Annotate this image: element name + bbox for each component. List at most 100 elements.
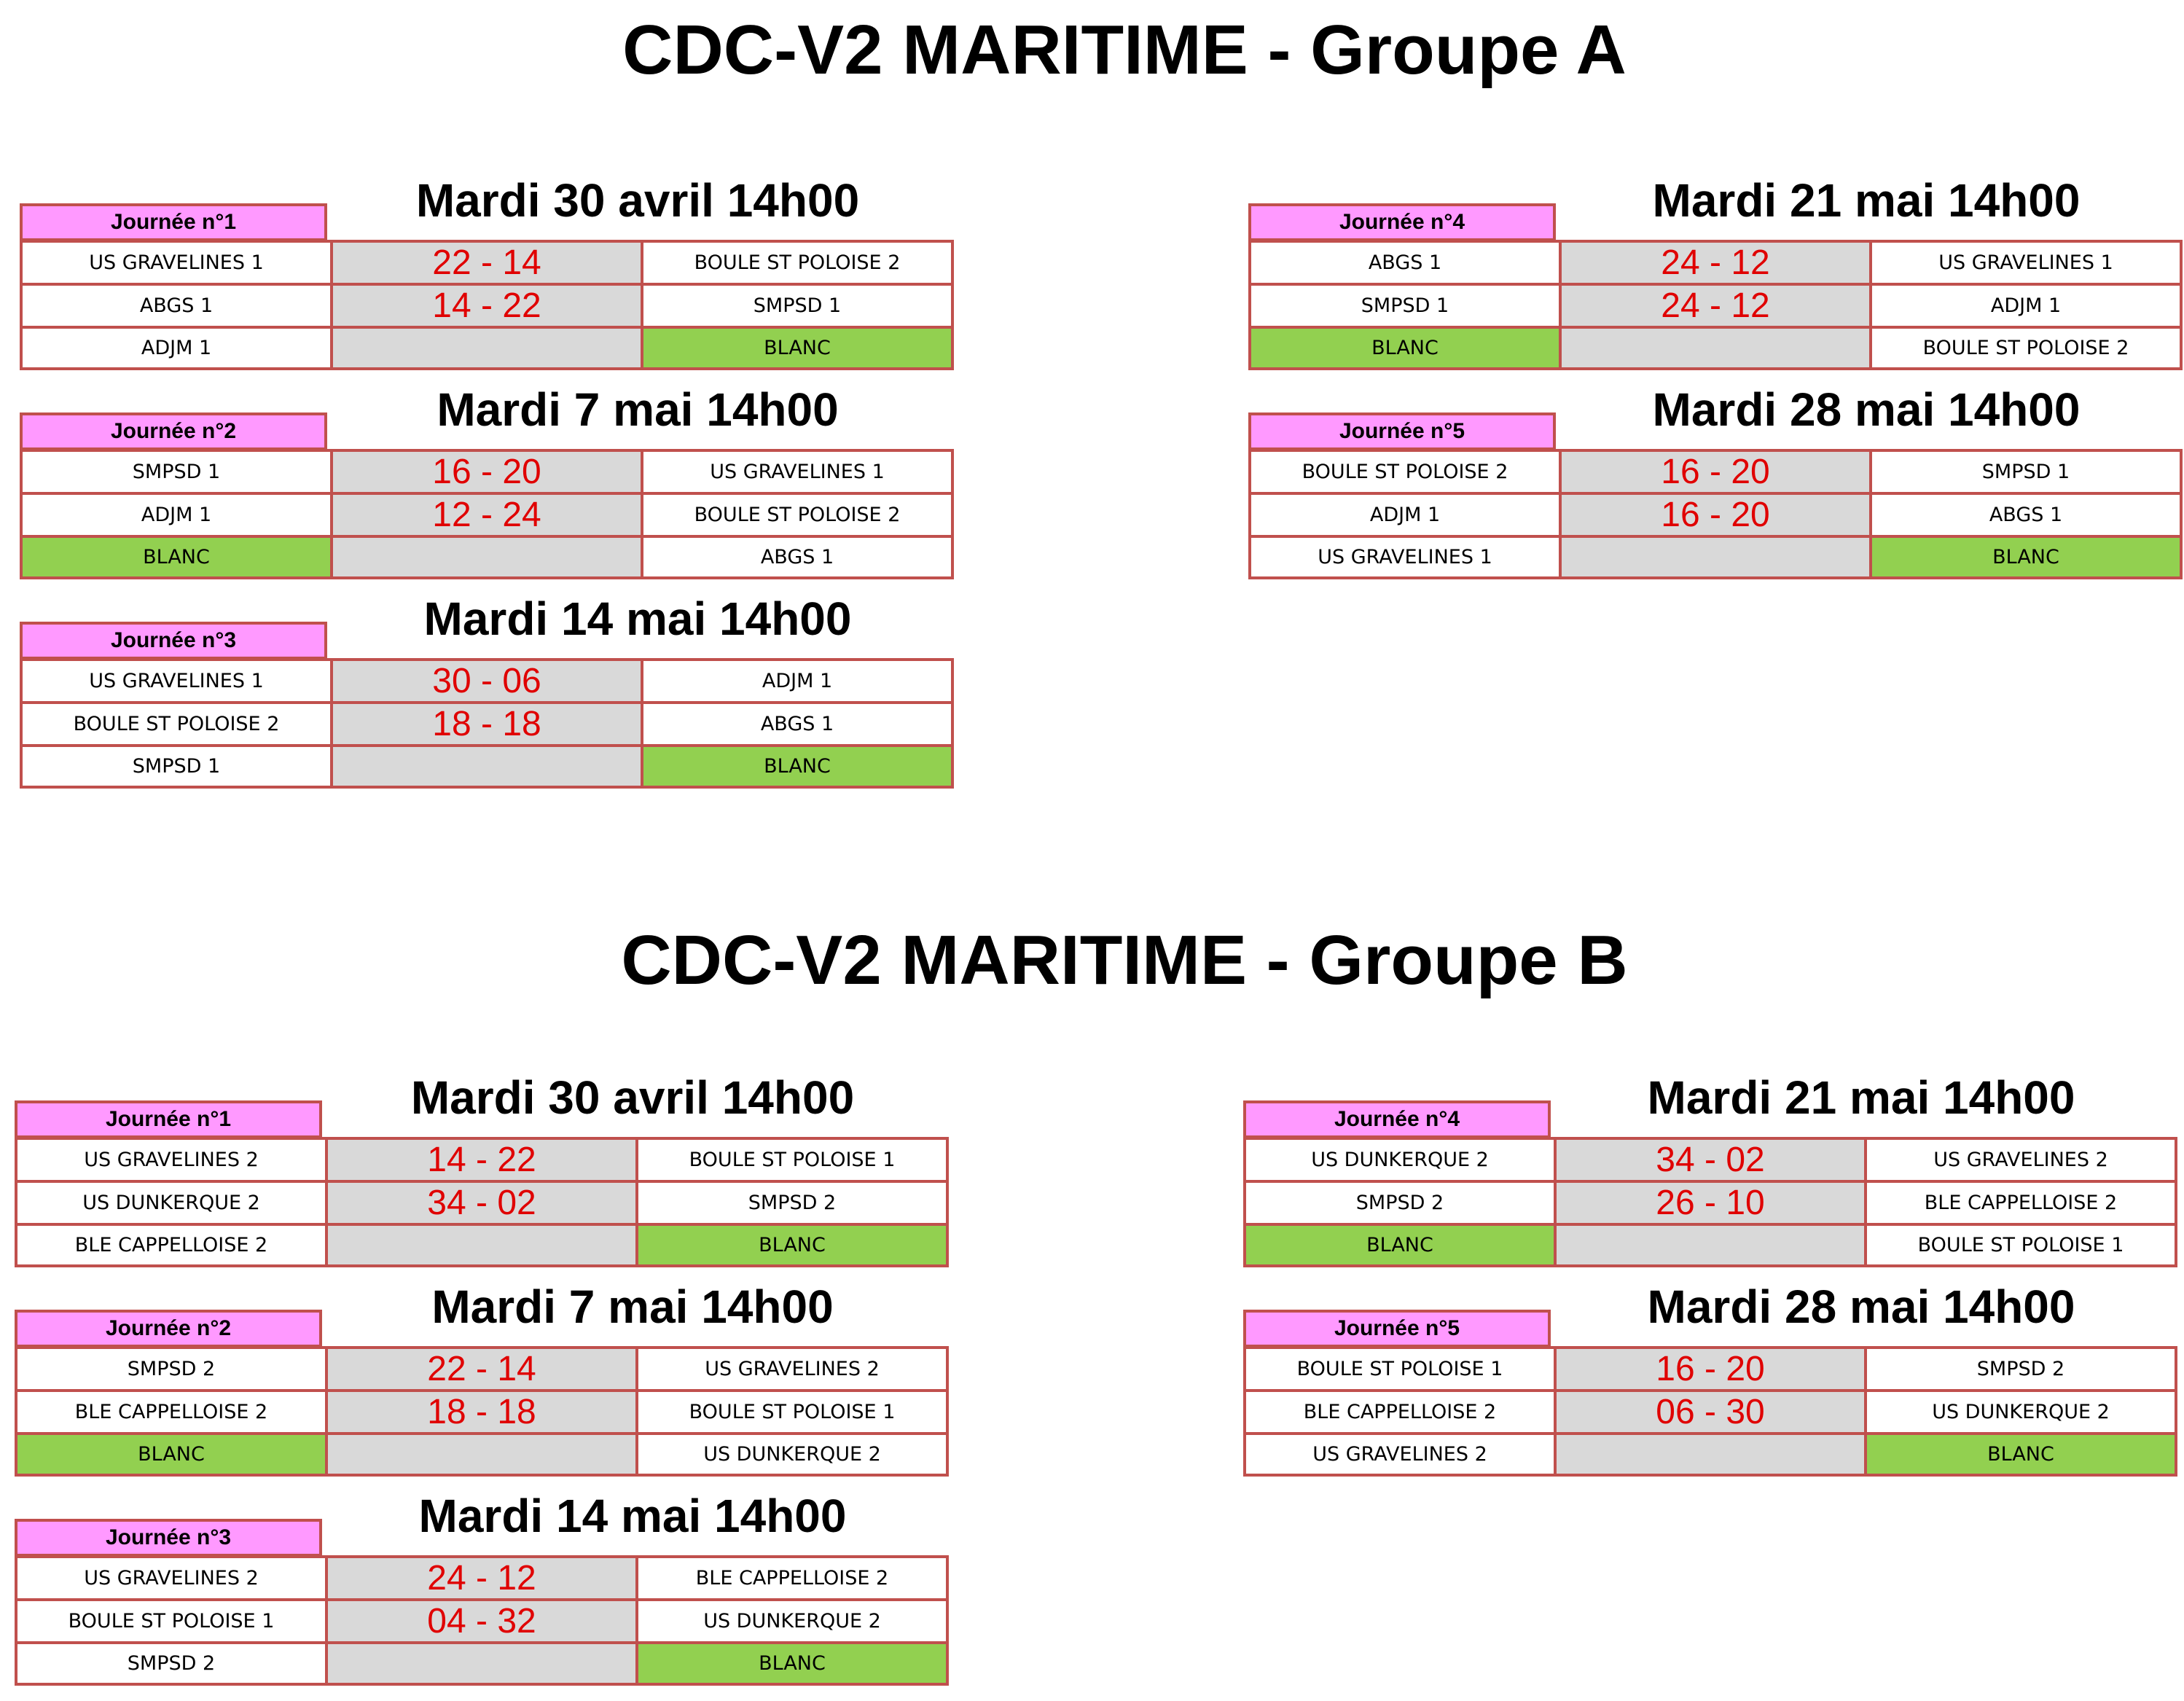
round-date: Mardi 21 mai 14h00 <box>1647 1071 2075 1124</box>
home-team: BLE CAPPELLOISE 2 <box>15 1223 328 1267</box>
away-team: US GRAVELINES 2 <box>635 1346 949 1392</box>
match-score: 12 - 24 <box>330 492 643 538</box>
match-score: 22 - 14 <box>330 240 643 286</box>
match-score: 06 - 30 <box>1554 1389 1867 1435</box>
home-team: SMPSD 2 <box>15 1346 328 1392</box>
match-row: ADJM 1 BLANC <box>20 326 954 370</box>
match-table: US GRAVELINES 1 30 - 06 ADJM 1 BOULE ST … <box>20 658 954 789</box>
match-row: US DUNKERQUE 2 34 - 02 US GRAVELINES 2 <box>1243 1137 2177 1183</box>
round-label: Journée n°2 <box>15 1310 322 1348</box>
home-team: US GRAVELINES 2 <box>15 1137 328 1183</box>
round-date: Mardi 30 avril 14h00 <box>415 174 860 227</box>
round-label: Journée n°4 <box>1243 1100 1551 1138</box>
match-table: BOULE ST POLOISE 1 16 - 20 SMPSD 2 BLE C… <box>1243 1346 2177 1477</box>
round-label: Journée n°1 <box>15 1100 322 1138</box>
away-team: ADJM 1 <box>641 658 954 704</box>
round-label: Journée n°3 <box>20 622 327 660</box>
away-team: BLANC <box>1864 1432 2177 1477</box>
match-score: 16 - 20 <box>1559 449 1872 495</box>
match-score: 24 - 12 <box>1559 283 1872 329</box>
away-team: BOULE ST POLOISE 2 <box>641 240 954 286</box>
match-row: BOULE ST POLOISE 1 16 - 20 SMPSD 2 <box>1243 1346 2177 1392</box>
home-team: BOULE ST POLOISE 1 <box>15 1598 328 1644</box>
home-team: BLE CAPPELLOISE 2 <box>15 1389 328 1435</box>
away-team: BLANC <box>635 1641 949 1686</box>
round-date: Mardi 14 mai 14h00 <box>418 1490 847 1542</box>
round-label: Journée n°5 <box>1248 412 1556 450</box>
away-team: SMPSD 2 <box>635 1180 949 1226</box>
away-team: BOULE ST POLOISE 2 <box>1869 326 2183 370</box>
home-team: BLANC <box>1248 326 1562 370</box>
match-row: BLANC ABGS 1 <box>20 535 954 579</box>
home-team: SMPSD 2 <box>15 1641 328 1686</box>
away-team: BLE CAPPELLOISE 2 <box>635 1555 949 1601</box>
match-row: US GRAVELINES 2 BLANC <box>1243 1432 2177 1477</box>
away-team: BOULE ST POLOISE 1 <box>635 1389 949 1435</box>
match-score: 14 - 22 <box>330 283 643 329</box>
match-row: BOULE ST POLOISE 2 16 - 20 SMPSD 1 <box>1248 449 2183 495</box>
home-team: US DUNKERQUE 2 <box>1243 1137 1557 1183</box>
match-score <box>330 744 643 789</box>
match-row: SMPSD 1 BLANC <box>20 744 954 789</box>
match-row: BLANC BOULE ST POLOISE 2 <box>1248 326 2183 370</box>
match-score <box>1554 1223 1867 1267</box>
away-team: BLANC <box>635 1223 949 1267</box>
round-label: Journée n°5 <box>1243 1310 1551 1348</box>
home-team: US GRAVELINES 1 <box>20 658 333 704</box>
round-date: Mardi 28 mai 14h00 <box>1652 383 2081 436</box>
home-team: US GRAVELINES 2 <box>1243 1432 1557 1477</box>
home-team: BOULE ST POLOISE 2 <box>20 701 333 747</box>
home-team: SMPSD 2 <box>1243 1180 1557 1226</box>
away-team: SMPSD 1 <box>641 283 954 329</box>
match-score: 18 - 18 <box>330 701 643 747</box>
match-score: 34 - 02 <box>325 1180 638 1226</box>
away-team: SMPSD 2 <box>1864 1346 2177 1392</box>
match-table: BOULE ST POLOISE 2 16 - 20 SMPSD 1 ADJM … <box>1248 449 2183 579</box>
home-team: BLANC <box>1243 1223 1557 1267</box>
away-team: BOULE ST POLOISE 1 <box>635 1137 949 1183</box>
match-score: 16 - 20 <box>1554 1346 1867 1392</box>
round-date: Mardi 28 mai 14h00 <box>1647 1280 2075 1333</box>
match-row: SMPSD 1 16 - 20 US GRAVELINES 1 <box>20 449 954 495</box>
match-table: ABGS 1 24 - 12 US GRAVELINES 1 SMPSD 1 2… <box>1248 240 2183 370</box>
away-team: US GRAVELINES 1 <box>641 449 954 495</box>
away-team: BOULE ST POLOISE 1 <box>1864 1223 2177 1267</box>
round-date: Mardi 21 mai 14h00 <box>1652 174 2081 227</box>
match-score: 18 - 18 <box>325 1389 638 1435</box>
away-team: ADJM 1 <box>1869 283 2183 329</box>
away-team: ABGS 1 <box>641 535 954 579</box>
match-row: US GRAVELINES 1 BLANC <box>1248 535 2183 579</box>
group-title: CDC-V2 MARITIME - Groupe B <box>621 921 1628 999</box>
away-team: BLANC <box>641 744 954 789</box>
match-score <box>325 1223 638 1267</box>
match-row: US GRAVELINES 2 14 - 22 BOULE ST POLOISE… <box>15 1137 949 1183</box>
away-team: BOULE ST POLOISE 2 <box>641 492 954 538</box>
match-score: 24 - 12 <box>1559 240 1872 286</box>
match-table: SMPSD 1 16 - 20 US GRAVELINES 1 ADJM 1 1… <box>20 449 954 579</box>
match-score: 24 - 12 <box>325 1555 638 1601</box>
match-score: 16 - 20 <box>330 449 643 495</box>
home-team: BLANC <box>15 1432 328 1477</box>
match-score <box>330 326 643 370</box>
away-team: US DUNKERQUE 2 <box>1864 1389 2177 1435</box>
match-score: 34 - 02 <box>1554 1137 1867 1183</box>
away-team: US GRAVELINES 1 <box>1869 240 2183 286</box>
home-team: BLE CAPPELLOISE 2 <box>1243 1389 1557 1435</box>
home-team: BOULE ST POLOISE 1 <box>1243 1346 1557 1392</box>
match-row: BLE CAPPELLOISE 2 BLANC <box>15 1223 949 1267</box>
match-score <box>1559 326 1872 370</box>
match-score <box>325 1641 638 1686</box>
away-team: BLE CAPPELLOISE 2 <box>1864 1180 2177 1226</box>
match-score <box>330 535 643 579</box>
home-team: ABGS 1 <box>1248 240 1562 286</box>
match-row: ABGS 1 14 - 22 SMPSD 1 <box>20 283 954 329</box>
match-row: US DUNKERQUE 2 34 - 02 SMPSD 2 <box>15 1180 949 1226</box>
away-team: SMPSD 1 <box>1869 449 2183 495</box>
round-date: Mardi 7 mai 14h00 <box>437 383 839 436</box>
home-team: SMPSD 1 <box>20 744 333 789</box>
match-row: ABGS 1 24 - 12 US GRAVELINES 1 <box>1248 240 2183 286</box>
match-table: US GRAVELINES 1 22 - 14 BOULE ST POLOISE… <box>20 240 954 370</box>
round-date: Mardi 7 mai 14h00 <box>431 1280 834 1333</box>
home-team: BLANC <box>20 535 333 579</box>
away-team: BLANC <box>1869 535 2183 579</box>
